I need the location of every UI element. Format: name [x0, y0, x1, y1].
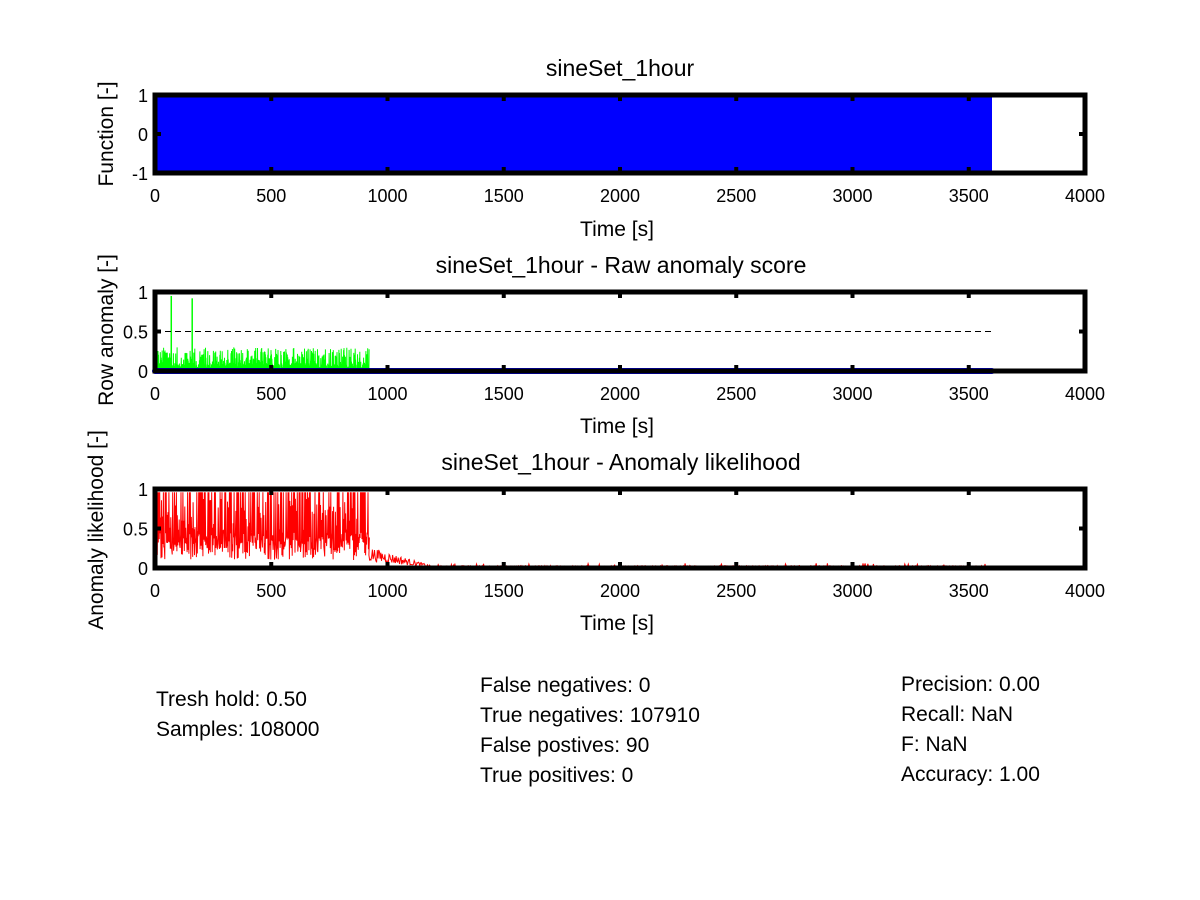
x-tick-label: 4000 — [1065, 186, 1105, 206]
recall-text: Recall: NaN — [901, 703, 1014, 726]
x-tick-label: 3000 — [832, 186, 872, 206]
raw-anomaly-panel-title: sineSet_1hour - Raw anomaly score — [436, 252, 807, 278]
x-tick-label: 3000 — [832, 384, 872, 404]
x-tick-label: 0 — [150, 581, 160, 601]
raw-anomaly-panel: sineSet_1hour - Raw anomaly score 0 500 10… — [95, 252, 1105, 438]
raw-anomaly-ticks: 0 500 1000 1500 2000 2500 3000 3500 4000 0 0.5 1 — [123, 283, 1105, 404]
x-tick-label: 4000 — [1065, 581, 1105, 601]
y-tick-label: 1 — [138, 86, 148, 106]
x-tick-label: 500 — [256, 384, 286, 404]
function-plot-area — [155, 95, 992, 173]
x-tick-label: 4000 — [1065, 384, 1105, 404]
raw-anomaly-xlabel: Time [s] — [580, 415, 654, 438]
x-tick-label: 2000 — [600, 384, 640, 404]
x-tick-label: 1500 — [484, 384, 524, 404]
x-tick-label: 3500 — [949, 581, 989, 601]
function-ticks: 0 500 1000 1500 2000 2500 3000 3500 4000-101 — [132, 86, 1105, 206]
x-tick-label: 1500 — [484, 581, 524, 601]
false-positives-text: False postives: 90 — [480, 734, 650, 757]
true-negatives-text: True negatives: 107910 — [480, 704, 700, 727]
x-tick-label: 1000 — [367, 581, 407, 601]
y-tick-label: -1 — [132, 164, 148, 184]
x-tick-label: 3000 — [832, 581, 872, 601]
y-tick-label: 1 — [138, 283, 148, 303]
precision-text: Precision: 0.00 — [901, 673, 1040, 696]
x-tick-label: 2500 — [716, 384, 756, 404]
x-tick-label: 0 — [150, 186, 160, 206]
stats-left: Tresh hold: 0.50 Samples: 108000 — [156, 685, 319, 745]
likelihood-panel-title: sineSet_1hour - Anomaly likelihood — [441, 449, 800, 475]
function-xlabel: Time [s] — [580, 218, 654, 241]
likelihood-xlabel: Time [s] — [580, 612, 654, 635]
y-tick-label: 0 — [138, 362, 148, 382]
likelihood-ticks: 0 500 1000 1500 2000 2500 3000 3500 4000 0 0.5 1 — [123, 480, 1105, 601]
likelihood-plot-area — [154, 492, 993, 570]
false-negatives-text: False negatives: 0 — [480, 674, 651, 697]
y-tick-label: 1 — [138, 480, 148, 500]
samples-text: Samples: 108000 — [156, 718, 320, 741]
accuracy-text: Accuracy: 1.00 — [901, 763, 1040, 786]
stats-middle: False negatives: 0 True negatives: 10791… — [480, 671, 700, 791]
x-tick-label: 0 — [150, 384, 160, 404]
y-tick-label: 0.5 — [123, 323, 148, 343]
y-tick-label: 0.5 — [123, 520, 148, 540]
sine-signal-band — [155, 95, 992, 173]
function-panel: sineSet_1hour 0 500 1000 1500 2000 2500 3000 35… — [95, 55, 1105, 241]
x-tick-label: 500 — [256, 186, 286, 206]
x-tick-label: 2500 — [716, 581, 756, 601]
raw-anomaly-plot-area — [152, 295, 995, 374]
raw-score-series — [154, 347, 370, 372]
x-tick-label: 1000 — [367, 186, 407, 206]
x-tick-label: 1000 — [367, 384, 407, 404]
threshold-text: Tresh hold: 0.50 — [156, 688, 307, 711]
x-tick-label: 2500 — [716, 186, 756, 206]
x-tick-label: 1500 — [484, 186, 524, 206]
y-tick-label: 0 — [138, 125, 148, 145]
function-ylabel: Function [-] — [95, 81, 118, 186]
x-tick-label: 2000 — [600, 186, 640, 206]
x-tick-label: 3500 — [949, 384, 989, 404]
raw-anomaly-ylabel: Row anomaly [-] — [95, 254, 118, 406]
likelihood-ylabel: Anomaly likelihood [-] — [85, 430, 108, 630]
likelihood-series — [154, 492, 993, 570]
function-panel-title: sineSet_1hour — [546, 55, 695, 81]
stats-right: Precision: 0.00 Recall: NaN F: NaN Accur… — [901, 670, 1040, 790]
x-tick-label: 2000 — [600, 581, 640, 601]
x-tick-label: 3500 — [949, 186, 989, 206]
y-tick-label: 0 — [138, 559, 148, 579]
likelihood-panel: sineSet_1hour - Anomaly likelihood 0 500 1… — [85, 430, 1105, 635]
true-positives-text: True positives: 0 — [480, 764, 634, 787]
f-score-text: F: NaN — [901, 733, 968, 756]
x-tick-label: 500 — [256, 581, 286, 601]
